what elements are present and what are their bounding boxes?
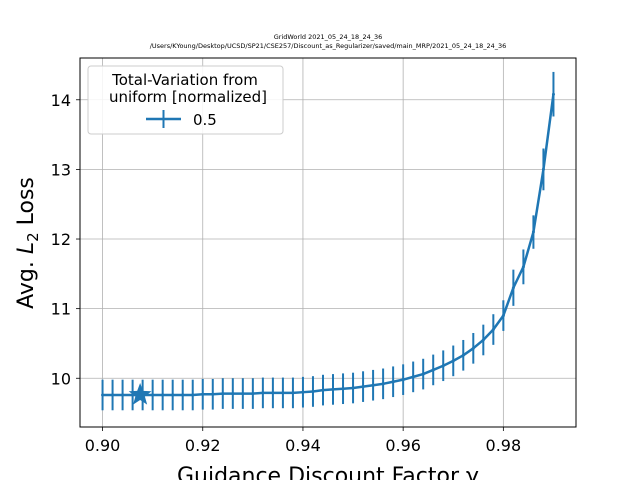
data-point <box>201 392 205 396</box>
y-tick-label: 12 <box>51 230 71 249</box>
y-axis-label-prefix: Avg. <box>14 254 39 309</box>
y-tick-label: 11 <box>51 300 71 319</box>
ticks: 0.90 0.92 0.94 0.96 0.98 10 11 12 13 14 <box>51 91 522 455</box>
y-tick-label: 14 <box>51 91 71 110</box>
data-point <box>521 265 525 269</box>
data-point <box>451 359 455 363</box>
data-point <box>161 393 165 397</box>
data-point <box>551 92 555 96</box>
series-line <box>102 94 555 397</box>
data-point <box>401 378 405 382</box>
data-point <box>231 392 235 396</box>
data-point <box>381 382 385 386</box>
data-point <box>541 167 545 171</box>
data-point <box>461 353 465 357</box>
data-point <box>121 393 125 397</box>
data-point <box>331 387 335 391</box>
data-point <box>101 393 105 397</box>
legend-box <box>87 65 284 135</box>
x-tick-label: 0.90 <box>85 436 121 455</box>
data-point <box>111 393 115 397</box>
data-point <box>301 390 305 394</box>
chart-title: GridWorld 2021_05_24_18_24_36 /Users/KYo… <box>150 33 507 50</box>
legend-title-line-2: uniform [normalized] <box>109 88 267 106</box>
data-point <box>431 368 435 372</box>
data-point <box>351 386 355 390</box>
y-axis-label: Avg. L2 Loss <box>14 177 42 309</box>
data-point <box>491 328 495 332</box>
y-axis-label-sub: 2 <box>24 232 42 242</box>
data-point <box>421 372 425 376</box>
best-point-star-marker <box>128 382 152 405</box>
x-tick-label: 0.98 <box>486 436 522 455</box>
data-point <box>341 387 345 391</box>
y-axis-label-var: L <box>14 242 39 254</box>
x-tick-label: 0.94 <box>285 436 321 455</box>
data-point <box>481 338 485 342</box>
legend-title-line-1: Total-Variation from <box>111 71 258 89</box>
y-axis-label-suffix: Loss <box>14 177 39 232</box>
data-point <box>281 391 285 395</box>
series-layer <box>101 71 555 411</box>
x-tick-label: 0.92 <box>185 436 221 455</box>
plot-frame <box>79 57 577 428</box>
data-point <box>471 346 475 350</box>
data-point <box>511 286 515 290</box>
chart-title-line-1: GridWorld 2021_05_24_18_24_36 <box>274 33 382 41</box>
data-point <box>441 364 445 368</box>
data-point <box>271 391 275 395</box>
data-point <box>391 380 395 384</box>
legend-series-label: 0.5 <box>193 111 217 129</box>
data-point <box>251 392 255 396</box>
y-tick-label: 13 <box>51 160 71 179</box>
x-axis-label: Guidance Discount Factor γ <box>177 464 479 480</box>
data-point <box>371 383 375 387</box>
x-tick-label: 0.96 <box>385 436 421 455</box>
chart-title-line-2: /Users/KYoung/Desktop/UCSD/SP21/CSE257/D… <box>150 42 507 50</box>
y-tick-label: 10 <box>51 369 71 388</box>
legend: Total-Variation from uniform [normalized… <box>87 65 284 135</box>
data-point <box>261 391 265 395</box>
data-point <box>211 392 215 396</box>
data-point <box>291 391 295 395</box>
data-point <box>361 385 365 389</box>
data-point <box>221 392 225 396</box>
data-point <box>171 393 175 397</box>
data-point <box>151 393 155 397</box>
data-point <box>531 230 535 234</box>
data-point <box>181 393 185 397</box>
data-point <box>411 375 415 379</box>
data-point <box>321 388 325 392</box>
data-point <box>241 392 245 396</box>
data-point <box>191 393 195 397</box>
data-point <box>501 314 505 318</box>
data-point <box>311 389 315 393</box>
